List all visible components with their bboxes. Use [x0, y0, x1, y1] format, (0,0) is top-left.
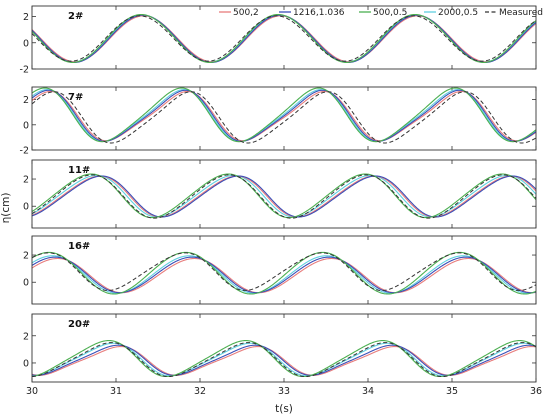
x-tick-label: 32 [194, 386, 206, 397]
x-tick-label: 35 [446, 386, 458, 397]
panel-1: -2 0 2 2# [20, 5, 537, 76]
series-lines [32, 251, 536, 295]
legend: 500,2 1216,1.036 500,0.5 2000,0.5 Measured [219, 8, 543, 18]
y-tick-label: 2 [23, 175, 29, 186]
series-lines [32, 87, 536, 144]
panel-frame [31, 5, 537, 70]
panel-2: -2 0 2 7# [20, 86, 537, 157]
series-line-2000-0-5 [32, 174, 536, 218]
x-tick-label: 36 [530, 386, 542, 397]
legend-entry-label: 2000,0.5 [438, 8, 478, 18]
y-tick-label: 2 [23, 331, 29, 342]
legend-entry-label: 500,2 [233, 8, 259, 18]
x-tick-label: 30 [26, 386, 38, 397]
series-line-2000-0-5 [32, 255, 536, 294]
series-line-measured [32, 342, 536, 378]
y-tick-label: 0 [23, 278, 29, 289]
panel-label: 11# [68, 165, 90, 176]
series-lines [32, 340, 536, 378]
y-tick-label: 2 [23, 95, 29, 106]
panel-label: 7# [68, 92, 83, 103]
legend-entry-label: 1216,1.036 [293, 8, 345, 18]
series-line-measured [32, 174, 536, 219]
panel-4: 0 2 16# [23, 235, 537, 305]
series-line-1216-1-036 [32, 175, 536, 218]
y-tick-label: 2 [23, 12, 29, 23]
panel-5: 0 2 20# 30 31 32 33 34 35 36 [23, 313, 542, 397]
panel-frame [31, 313, 537, 383]
series-line-measured [32, 252, 536, 291]
series-line-500-0-5 [32, 87, 536, 143]
panel-frame [31, 159, 537, 229]
y-tick-label: -2 [20, 146, 29, 157]
panel-label: 20# [68, 319, 90, 330]
legend-entry-label: 500,0.5 [373, 8, 407, 18]
series-line-1216-1-036 [32, 89, 536, 142]
panel-3: 0 2 11# [23, 159, 537, 229]
y-axis-title: η(cm) [0, 193, 12, 224]
y-tick-label: 2 [23, 251, 29, 262]
series-line-500-0-5 [32, 13, 536, 63]
x-tick-label: 31 [110, 386, 122, 397]
x-axis-title: t(s) [275, 403, 293, 415]
panel-frame [31, 86, 537, 151]
y-tick-label: -2 [20, 65, 29, 76]
panel-label: 2# [68, 11, 83, 22]
series-lines [32, 173, 536, 219]
y-tick-label: 0 [23, 120, 29, 131]
series-line-1216-1-036 [32, 256, 536, 294]
panel-frame [31, 235, 537, 305]
x-tick-label: 33 [278, 386, 290, 397]
series-lines [32, 13, 536, 63]
legend-entry-label: Measured [499, 8, 543, 18]
x-tick-label: 34 [362, 386, 374, 397]
y-tick-label: 0 [23, 38, 29, 49]
series-line-500-2 [32, 175, 536, 218]
y-tick-label: 0 [23, 358, 29, 369]
y-tick-label: 0 [23, 202, 29, 213]
series-line-500-0-5 [32, 251, 536, 295]
panel-label: 16# [68, 241, 90, 252]
series-line-measured [32, 15, 536, 62]
series-line-500-0-5 [32, 340, 536, 378]
